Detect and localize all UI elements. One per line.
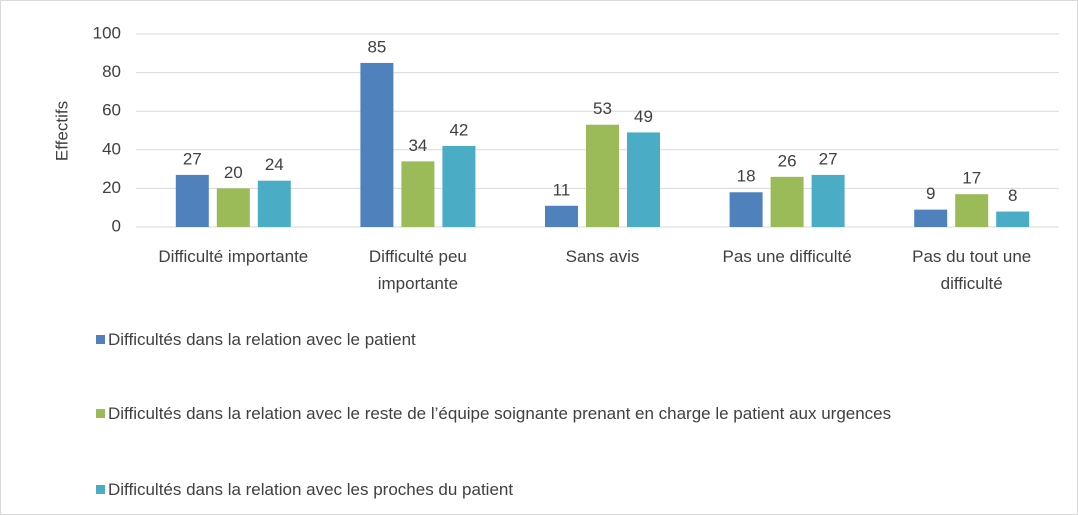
data-label: 27 (183, 149, 202, 168)
legend-label: Difficultés dans la relation avec les pr… (108, 480, 514, 499)
x-tick-label: Pas du tout une difficulté (912, 247, 1032, 293)
legend-item: Difficultés dans la relation avec le pat… (96, 326, 1046, 353)
data-label: 11 (553, 180, 571, 199)
bar (216, 188, 250, 227)
bar (955, 194, 989, 227)
data-label: 53 (593, 99, 612, 118)
data-label: 17 (962, 169, 981, 188)
data-label: 34 (408, 136, 427, 155)
bar (545, 205, 578, 227)
bar (257, 180, 291, 227)
legend-item: Difficultés dans la relation avec les pr… (96, 476, 1046, 503)
legend-label: Difficultés dans la relation avec le res… (108, 404, 892, 423)
x-tick-label: Pas une difficulté (722, 247, 852, 266)
x-tick-label: Difficulté peu importante (368, 247, 467, 293)
data-label: 9 (926, 184, 935, 203)
y-tick-label: 60 (102, 101, 121, 120)
data-label: 85 (367, 37, 386, 56)
data-label: 18 (737, 167, 756, 186)
legend-swatch (96, 409, 105, 418)
y-tick-label: 40 (102, 139, 121, 158)
bar (360, 62, 394, 228)
data-label: 49 (634, 107, 653, 126)
bar (811, 174, 845, 227)
legend-item: Difficultés dans la relation avec le res… (96, 400, 1046, 427)
data-label: 42 (449, 120, 468, 139)
y-tick-label: 0 (112, 216, 121, 235)
bar (627, 132, 660, 227)
legend-label: Difficultés dans la relation avec le pat… (108, 330, 416, 349)
bar (996, 211, 1030, 227)
bar (729, 192, 763, 227)
y-tick-label: 80 (102, 62, 121, 81)
data-label: 8 (1008, 186, 1017, 205)
y-tick-label: 20 (102, 178, 121, 197)
data-label: 26 (778, 151, 797, 170)
data-label: 20 (224, 163, 243, 182)
bar (175, 174, 209, 227)
y-axis-label: Effectifs (52, 101, 71, 161)
legend-swatch (96, 335, 105, 344)
bar (914, 209, 948, 227)
bar (442, 145, 476, 227)
y-tick-label: 100 (93, 23, 121, 42)
data-label: 24 (265, 155, 284, 174)
bar (770, 176, 804, 227)
bar (401, 161, 435, 227)
data-label: 27 (819, 149, 838, 168)
x-tick-label: Sans avis (565, 247, 640, 266)
bar (586, 124, 619, 227)
legend-swatch (96, 485, 105, 494)
x-tick-label: Difficulté importante (158, 247, 309, 266)
